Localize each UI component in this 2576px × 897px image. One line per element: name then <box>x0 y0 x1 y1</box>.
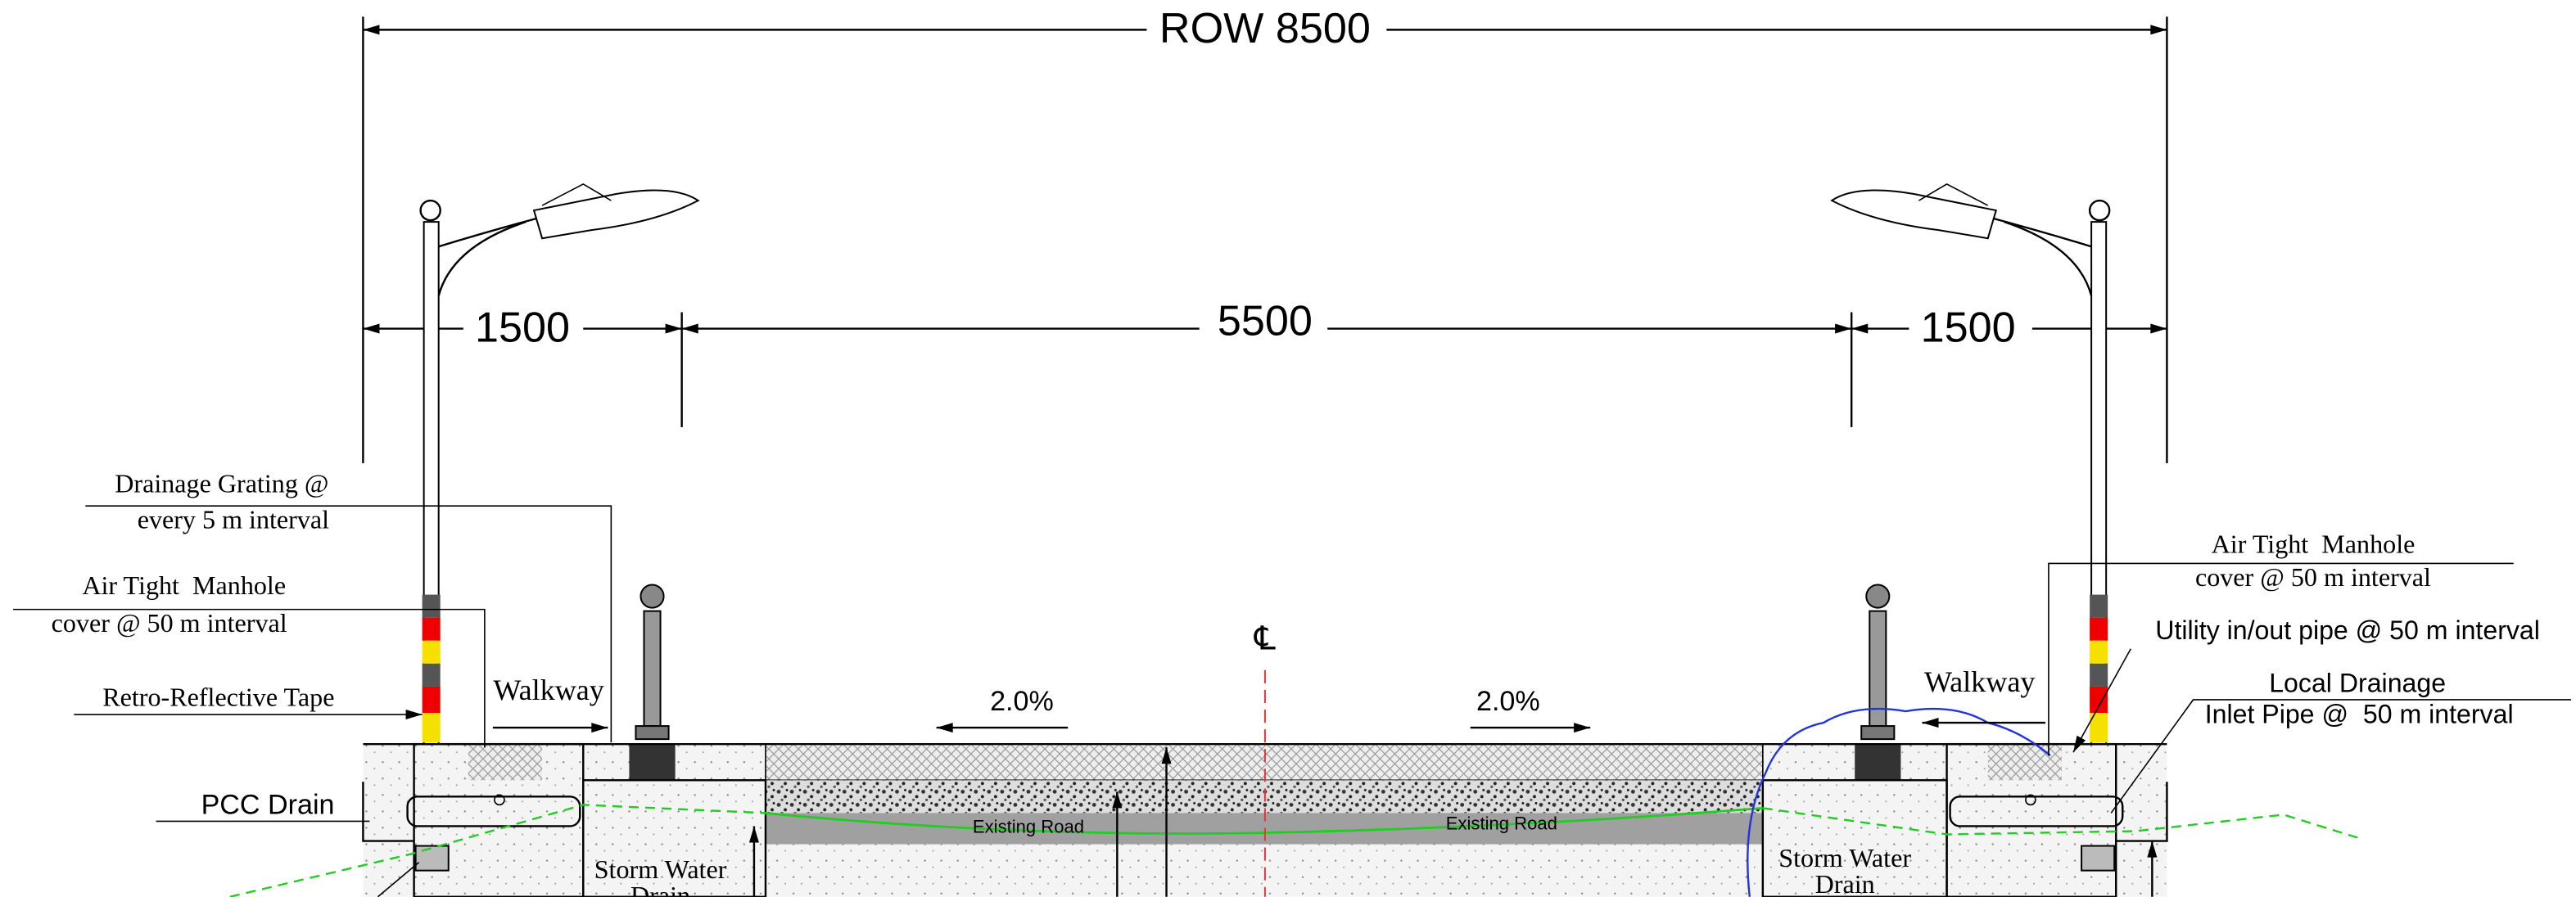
utility-pipe-label: Utility in/out pipe @ 50 m interval <box>2155 615 2540 645</box>
bollards-part <box>644 611 661 726</box>
left-walkway-dimension: 1500 <box>475 304 570 351</box>
left-light-pole-part <box>439 217 542 246</box>
slope-label: 2.0% <box>990 686 1054 717</box>
walkway-label: Walkway <box>1924 665 2035 698</box>
right-light-pole-part <box>2090 687 2108 713</box>
retro-tape-label: Retro-Reflective Tape <box>102 682 334 711</box>
left-light-pole-part <box>423 618 441 641</box>
manhole-label: Air Tight Manhole <box>2212 530 2416 559</box>
storm-drain-label: Storm Water <box>594 854 727 884</box>
bollards-part <box>640 585 663 608</box>
road-structure-part <box>2081 846 2114 871</box>
right-walkway-dimension: 1500 <box>1921 304 2016 351</box>
right-light-pole-part <box>2090 664 2108 687</box>
left-light-pole-part <box>423 641 441 664</box>
right-light-pole-part <box>2090 201 2109 220</box>
road-structure-part <box>1855 744 1900 780</box>
dimension-lines <box>363 16 2167 463</box>
slope-label: 2.0% <box>1476 686 1540 717</box>
manhole-label: Air Tight Manhole <box>82 570 286 600</box>
inlet-pipe-label: Inlet Pipe @ 50 m interval <box>2205 700 2514 729</box>
left-light-pole-part <box>423 687 441 713</box>
road-structure-part <box>416 846 449 871</box>
left-light-pole-part <box>423 595 441 618</box>
storm-drain-label: Drain <box>1815 869 1875 897</box>
manhole-label: cover @ 50 m interval <box>2195 562 2431 592</box>
left-light-pole-part <box>423 664 441 687</box>
drainage-grating-label: Drainage Grating @ <box>115 469 328 498</box>
carriageway-dimension: 5500 <box>1218 297 1313 345</box>
road-structure-part <box>468 744 542 780</box>
right-light-pole-part <box>2090 641 2108 664</box>
bollards-part <box>1861 726 1894 739</box>
road-structure-part <box>629 744 675 780</box>
pcc-drain-label: PCC Drain <box>201 789 335 820</box>
manhole-label: cover @ 50 m interval <box>52 608 287 638</box>
existing-road-label: Existing Road <box>1446 813 1557 833</box>
left-light-pole-part <box>423 713 441 742</box>
cross-section: ROW 8500 1500 5500 1500 <box>0 0 2576 897</box>
drainage-grating-label: every 5 m interval <box>138 505 329 534</box>
right-light-pole-part <box>2090 595 2108 618</box>
row-dimension: ROW 8500 <box>1159 5 1371 52</box>
inlet-pipe-label: Local Drainage <box>2269 668 2446 697</box>
storm-drain-label: Storm Water <box>1778 843 1911 872</box>
walkway-label: Walkway <box>493 674 603 706</box>
right-light-pole-part <box>1988 217 2091 246</box>
centerline-symbol: ℄ <box>1254 620 1276 658</box>
storm-drain-label: Drain <box>630 881 690 897</box>
road-structure-part <box>1988 744 2062 780</box>
right-light-pole-part <box>2090 618 2108 641</box>
existing-road-label: Existing Road <box>973 816 1084 836</box>
bollards-part <box>1866 585 1889 608</box>
bollards-part <box>635 726 668 739</box>
left-light-pole-part <box>421 201 441 220</box>
